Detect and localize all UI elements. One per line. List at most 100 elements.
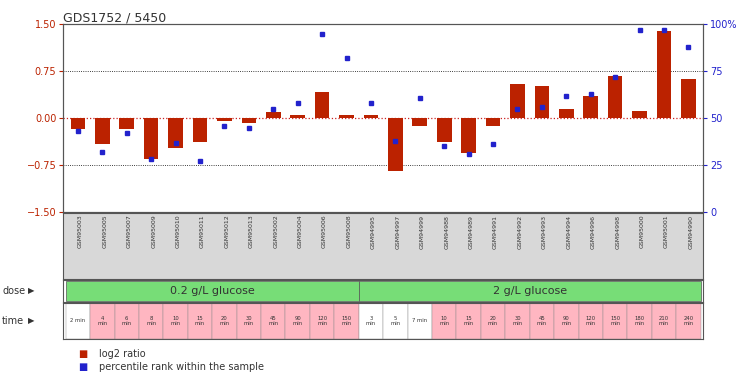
Text: 210
min: 210 min	[659, 316, 669, 326]
Bar	[310, 303, 334, 339]
Bar	[432, 303, 456, 339]
Bar	[657, 31, 671, 118]
Bar	[364, 115, 378, 118]
Bar	[286, 303, 310, 339]
Bar	[359, 303, 383, 339]
Text: time: time	[2, 316, 25, 326]
Bar	[627, 303, 652, 339]
Bar	[603, 303, 627, 339]
Bar	[212, 303, 237, 339]
Bar	[144, 118, 158, 159]
Bar	[583, 96, 598, 118]
Text: GSM94998: GSM94998	[615, 214, 620, 249]
Bar	[119, 118, 134, 129]
Bar	[334, 303, 359, 339]
Bar	[139, 303, 164, 339]
Bar	[530, 303, 554, 339]
Text: 30
min: 30 min	[244, 316, 254, 326]
Text: ▶: ▶	[28, 286, 35, 295]
Text: GSM95008: GSM95008	[347, 214, 351, 248]
Text: GSM94991: GSM94991	[493, 214, 498, 249]
Text: 15
min: 15 min	[464, 316, 474, 326]
Text: GSM95012: GSM95012	[225, 214, 229, 248]
Text: GSM95007: GSM95007	[126, 214, 132, 248]
Text: GSM95006: GSM95006	[322, 214, 327, 248]
Bar	[486, 118, 501, 126]
Text: 10
min: 10 min	[439, 316, 449, 326]
Bar	[510, 84, 525, 118]
Bar	[217, 118, 231, 121]
Bar	[164, 303, 187, 339]
Text: GSM94996: GSM94996	[591, 214, 596, 249]
Bar	[437, 118, 452, 142]
Bar	[193, 118, 208, 142]
Bar	[242, 118, 256, 123]
Bar	[481, 303, 505, 339]
Text: 90
min: 90 min	[292, 316, 303, 326]
Text: GSM95000: GSM95000	[640, 214, 644, 248]
Bar	[461, 118, 476, 153]
Bar	[676, 303, 701, 339]
Bar	[359, 281, 701, 301]
Bar	[388, 118, 403, 171]
Bar	[456, 303, 481, 339]
Text: GSM95003: GSM95003	[78, 214, 83, 248]
Text: 45
min: 45 min	[537, 316, 547, 326]
Text: 3
min: 3 min	[366, 316, 376, 326]
Text: dose: dose	[2, 286, 25, 296]
Text: log2 ratio: log2 ratio	[99, 350, 146, 359]
Text: GSM94988: GSM94988	[444, 214, 449, 249]
Bar	[383, 303, 408, 339]
Bar	[65, 281, 359, 301]
Text: 20
min: 20 min	[488, 316, 498, 326]
Bar	[237, 303, 261, 339]
Text: GSM94995: GSM94995	[371, 214, 376, 249]
Text: GSM95009: GSM95009	[151, 214, 156, 248]
Text: 0.2 g/L glucose: 0.2 g/L glucose	[170, 286, 254, 296]
Text: 10
min: 10 min	[170, 316, 181, 326]
Text: GDS1752 / 5450: GDS1752 / 5450	[63, 11, 167, 24]
Text: GSM95001: GSM95001	[664, 214, 669, 248]
Bar	[559, 109, 574, 118]
Bar	[187, 303, 212, 339]
Text: 240
min: 240 min	[684, 316, 693, 326]
Text: GSM95013: GSM95013	[248, 214, 254, 248]
Text: 4
min: 4 min	[97, 316, 107, 326]
Bar	[579, 303, 603, 339]
Text: ▶: ▶	[28, 316, 35, 325]
Text: 180
min: 180 min	[635, 316, 644, 326]
Text: 8
min: 8 min	[146, 316, 156, 326]
Text: GSM94994: GSM94994	[566, 214, 571, 249]
Bar	[95, 118, 109, 144]
Bar	[681, 80, 696, 118]
Bar	[90, 303, 115, 339]
Bar	[266, 112, 280, 118]
Bar	[168, 118, 183, 148]
Text: 120
min: 120 min	[586, 316, 596, 326]
Bar	[315, 92, 330, 118]
Text: 7 min: 7 min	[412, 318, 427, 324]
Text: 120
min: 120 min	[317, 316, 327, 326]
Text: GSM94990: GSM94990	[688, 214, 693, 249]
Bar	[632, 111, 647, 118]
Text: percentile rank within the sample: percentile rank within the sample	[99, 362, 264, 372]
Bar	[290, 115, 305, 118]
Text: 150
min: 150 min	[610, 316, 620, 326]
Text: 2 g/L glucose: 2 g/L glucose	[493, 286, 567, 296]
Text: 6
min: 6 min	[122, 316, 132, 326]
Bar	[505, 303, 530, 339]
Bar	[608, 76, 623, 118]
Text: 30
min: 30 min	[513, 316, 522, 326]
Bar	[412, 118, 427, 126]
Bar	[261, 303, 286, 339]
Text: 90
min: 90 min	[561, 316, 571, 326]
Bar	[408, 303, 432, 339]
Bar	[554, 303, 579, 339]
Text: GSM94997: GSM94997	[395, 214, 400, 249]
Text: GSM95011: GSM95011	[200, 214, 205, 248]
Text: GSM94989: GSM94989	[469, 214, 474, 249]
Bar	[115, 303, 139, 339]
Text: GSM95010: GSM95010	[176, 214, 181, 248]
Text: GSM94992: GSM94992	[518, 214, 522, 249]
Text: GSM95005: GSM95005	[103, 214, 107, 248]
